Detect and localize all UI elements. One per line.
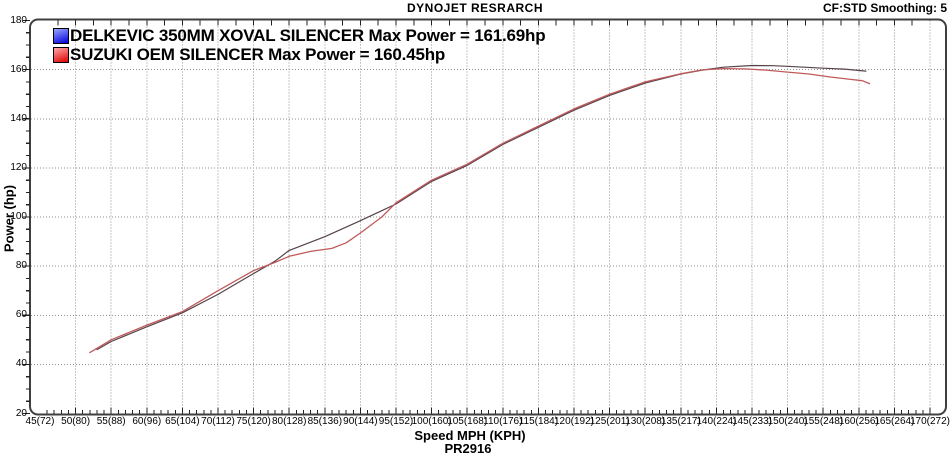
x-tick-label: 130(208)	[625, 416, 666, 427]
y-tick-label: 180	[10, 14, 27, 26]
x-tick-label: 165(264)	[874, 416, 915, 427]
legend-item-suzuki: SUZUKI OEM SILENCER Max Power = 160.45hp	[53, 45, 545, 64]
x-tick-label: 125(201)	[589, 416, 630, 427]
y-tick-label: 120	[10, 161, 27, 173]
x-tick-label: 60(96)	[132, 416, 162, 427]
legend: DELKEVIC 350MM XOVAL SILENCER Max Power …	[53, 25, 546, 64]
x-tick-label: 75(120)	[236, 416, 271, 427]
x-tick-label: 145(233)	[731, 416, 773, 427]
x-tick-label: 70(112)	[201, 416, 235, 427]
y-tick-label: 100	[10, 211, 27, 222]
x-tick-label: 65(104)	[165, 416, 200, 427]
x-axis-title: Speed MPH (KPH)	[414, 428, 526, 443]
legend-item-delkevic: DELKEVIC 350MM XOVAL SILENCER Max Power …	[53, 25, 546, 45]
x-tick-label: 120(192)	[553, 416, 595, 427]
x-tick-label: 155(248)	[803, 416, 844, 427]
y-tick-label: 80	[15, 260, 27, 272]
x-tick-label: 80(128)	[271, 416, 307, 427]
chart-title: DYNOJET RESRARCH	[406, 1, 543, 15]
legend-swatch-blue	[53, 27, 69, 44]
x-tick-label: 150(240)	[767, 416, 808, 427]
x-tick-label: 95(152)	[378, 416, 414, 427]
series-line-delkevic	[96, 64, 867, 351]
x-tick-label: 100(160)	[411, 416, 452, 427]
series-line-suzuki	[89, 67, 871, 354]
legend-label: DELKEVIC 350MM XOVAL SILENCER Max Power …	[70, 25, 546, 45]
x-tick-label: 160(256)	[838, 416, 879, 427]
x-tick-label: 50(80)	[61, 416, 91, 427]
x-tick-label: 170(272)	[909, 416, 950, 427]
run-id-label: PR2916	[444, 441, 492, 455]
x-tick-label: 85(136)	[307, 416, 343, 427]
smoothing-label: CF:STD Smoothing: 5	[823, 1, 947, 15]
legend-label: SUZUKI OEM SILENCER Max Power = 160.45hp	[70, 44, 446, 64]
x-tick-label: 110(176)	[483, 416, 523, 427]
x-tick-label: 90(144)	[343, 416, 378, 427]
x-tick-label: 55(88)	[96, 416, 126, 427]
x-tick-label: 135(217)	[660, 416, 701, 427]
y-tick-label: 140	[10, 112, 27, 124]
y-tick-label: 160	[10, 63, 27, 75]
x-tick-label: 140(224)	[696, 416, 737, 427]
y-tick-label: 60	[15, 309, 27, 321]
x-tick-label: 45(72)	[25, 416, 55, 427]
x-tick-label: 115(184)	[518, 416, 559, 427]
y-tick-label: 40	[15, 358, 27, 370]
legend-swatch-red	[53, 46, 69, 63]
x-tick-label: 105(168)	[447, 416, 488, 427]
y-tick-label: 20	[15, 407, 27, 419]
